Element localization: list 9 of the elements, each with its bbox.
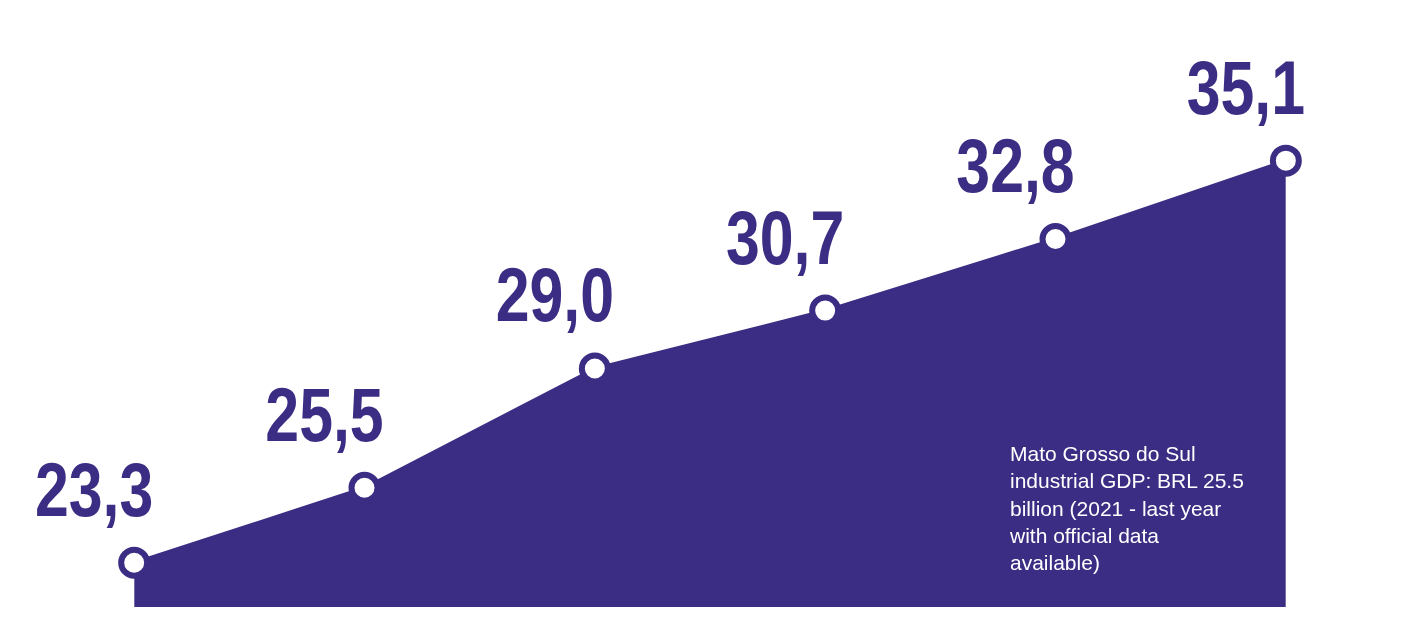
annotation: Mato Grosso do Sul industrial GDP: BRL 25.5 billion (2021 - last year with official data available) xyxy=(1010,441,1245,577)
data-label: 32,8 xyxy=(956,123,1075,209)
data-label: 30,7 xyxy=(726,195,845,281)
point xyxy=(1269,144,1302,177)
data-label: 35,1 xyxy=(1186,45,1305,131)
data-label: 23,3 xyxy=(35,447,154,533)
data-label: 29,0 xyxy=(495,252,614,339)
point xyxy=(118,546,151,579)
data-label: 25,5 xyxy=(265,372,384,458)
